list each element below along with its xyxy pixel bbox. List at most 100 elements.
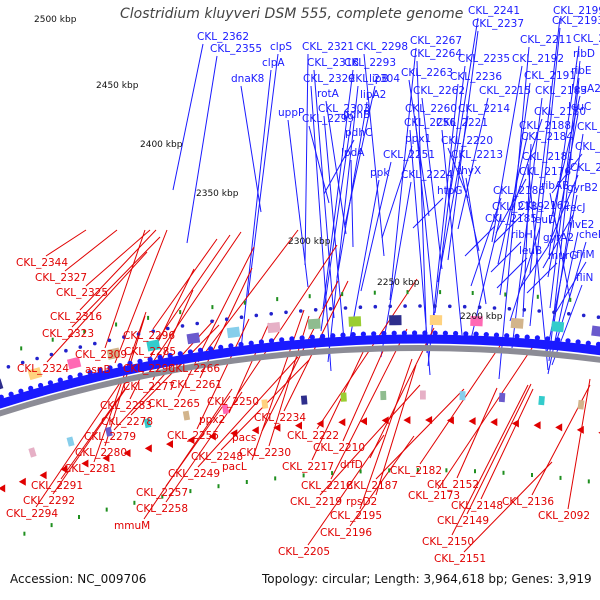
- reverse-gene-label[interactable]: CKL_2219: [290, 496, 342, 508]
- forward-gene-label[interactable]: fliM: [576, 249, 595, 261]
- forward-gene-label[interactable]: ilvE2: [569, 219, 594, 231]
- forward-gene-label[interactable]: leuC: [568, 101, 591, 113]
- forward-gene-label[interactable]: pdhB: [343, 109, 370, 121]
- forward-gene-label[interactable]: CKL_2211: [520, 34, 572, 46]
- reverse-gene-label[interactable]: CKL_2249: [168, 468, 220, 480]
- reverse-gene-label[interactable]: pacs: [232, 432, 256, 444]
- reverse-gene-label[interactable]: CKL_2261: [170, 379, 222, 391]
- forward-gene-label[interactable]: CKL_2192: [512, 53, 564, 65]
- forward-gene-label[interactable]: CKL_2176: [519, 166, 571, 178]
- reverse-gene-label[interactable]: CKL_2149: [437, 515, 489, 527]
- reverse-gene-label[interactable]: CKL_2294: [6, 508, 58, 520]
- reverse-gene-label[interactable]: CKL_2222: [287, 430, 339, 442]
- forward-gene-label[interactable]: CKL_2224: [401, 169, 453, 181]
- forward-gene-label[interactable]: CKL_2221: [436, 117, 488, 129]
- reverse-gene-label[interactable]: CKL_2327: [35, 272, 87, 284]
- forward-gene-label[interactable]: CKL_2153: [575, 141, 600, 153]
- forward-gene-label[interactable]: CKL_2189: [492, 201, 544, 213]
- forward-gene-label[interactable]: leuB: [519, 245, 542, 257]
- reverse-gene-label[interactable]: asnB: [85, 364, 111, 376]
- forward-gene-label[interactable]: CKL_2185: [485, 213, 537, 225]
- forward-gene-label[interactable]: uppP: [278, 107, 304, 119]
- forward-gene-label[interactable]: CKL_2199: [553, 5, 600, 17]
- forward-gene-label[interactable]: CKL_2235: [458, 53, 510, 65]
- forward-gene-label[interactable]: CKL_2260: [405, 103, 457, 115]
- reverse-gene-label[interactable]: CKL_2182: [390, 465, 442, 477]
- forward-gene-label[interactable]: CKL_2174: [573, 33, 600, 45]
- reverse-gene-label[interactable]: CKL_2150: [422, 536, 474, 548]
- reverse-gene-label[interactable]: CKL_2291: [31, 480, 83, 492]
- reverse-gene-label[interactable]: CKL_2230: [239, 447, 291, 459]
- reverse-gene-label[interactable]: pacL: [222, 461, 247, 473]
- forward-gene-label[interactable]: CKL_2213: [451, 149, 503, 161]
- forward-gene-label[interactable]: CKL_2298: [356, 41, 408, 53]
- reverse-gene-label[interactable]: rpsD2: [346, 496, 377, 508]
- forward-gene-label[interactable]: CKL_2236: [450, 71, 502, 83]
- forward-gene-label[interactable]: pdhC: [345, 127, 372, 139]
- forward-gene-label[interactable]: CKL_2263: [401, 67, 453, 79]
- forward-gene-label[interactable]: htpG: [437, 185, 463, 197]
- forward-gene-label[interactable]: CKL_2329: [303, 73, 355, 85]
- forward-gene-label[interactable]: clpA: [262, 57, 285, 69]
- forward-gene-label[interactable]: CKL_2220: [441, 135, 493, 147]
- reverse-gene-label[interactable]: CKL_2148: [451, 500, 503, 512]
- forward-gene-label[interactable]: ribAB: [541, 180, 569, 192]
- forward-gene-label[interactable]: CKL_2237: [472, 18, 524, 30]
- reverse-gene-label[interactable]: ppx2: [199, 414, 225, 426]
- reverse-gene-label[interactable]: CKL_2195: [330, 510, 382, 522]
- reverse-gene-label[interactable]: CKL_2324: [17, 363, 69, 375]
- forward-gene-label[interactable]: CKL_2180: [534, 106, 586, 118]
- forward-gene-label[interactable]: ppk: [370, 167, 390, 179]
- forward-gene-label[interactable]: ribH: [511, 229, 533, 241]
- reverse-gene-label[interactable]: CKL_2296: [123, 330, 175, 342]
- reverse-gene-label[interactable]: CKL_2265: [148, 398, 200, 410]
- reverse-gene-label[interactable]: CKL_2283: [100, 400, 152, 412]
- reverse-gene-label[interactable]: mmuM: [114, 520, 150, 532]
- reverse-gene-label[interactable]: CKL_2285: [124, 346, 176, 358]
- forward-gene-label[interactable]: ribD: [573, 48, 595, 60]
- forward-gene-label[interactable]: CKL_2191: [524, 70, 576, 82]
- reverse-gene-label[interactable]: CKL_2136: [502, 496, 554, 508]
- reverse-gene-label[interactable]: CKL_2205: [278, 546, 330, 558]
- reverse-gene-label[interactable]: CKL_2281: [64, 463, 116, 475]
- reverse-gene-label[interactable]: CKL_2217: [282, 461, 334, 473]
- forward-gene-label[interactable]: CKL_2321: [302, 41, 354, 53]
- reverse-gene-label[interactable]: CKL_2234: [254, 412, 306, 424]
- forward-gene-label[interactable]: CKL_2362: [197, 31, 249, 43]
- forward-gene-label[interactable]: CKL_2251: [383, 149, 435, 161]
- reverse-gene-label[interactable]: CKL_2280: [75, 447, 127, 459]
- reverse-gene-label[interactable]: CKL_2309: [75, 349, 127, 361]
- reverse-gene-label[interactable]: CKL_2248: [191, 451, 243, 463]
- forward-gene-label[interactable]: CKL_2267: [410, 35, 462, 47]
- reverse-gene-label[interactable]: CKL_2092: [538, 510, 590, 522]
- forward-gene-label[interactable]: CKL_2214: [458, 103, 510, 115]
- forward-gene-label[interactable]: CKL_2304: [348, 73, 400, 85]
- forward-gene-label[interactable]: CKL_2215: [479, 85, 531, 97]
- reverse-gene-label[interactable]: CKL_2292: [23, 495, 75, 507]
- forward-gene-label[interactable]: CKL_2256: [404, 117, 456, 129]
- reverse-gene-label[interactable]: CKL_2196: [320, 527, 372, 539]
- forward-gene-label[interactable]: CKL_2162: [518, 200, 570, 212]
- reverse-gene-label[interactable]: CKL_2278: [101, 416, 153, 428]
- forward-gene-label[interactable]: leuD: [532, 214, 556, 226]
- forward-gene-label[interactable]: CKL_2293: [344, 57, 396, 69]
- forward-gene-label[interactable]: lipB: [369, 73, 389, 85]
- reverse-gene-label[interactable]: CKL_2344: [16, 257, 68, 269]
- forward-gene-label[interactable]: CKL_2318: [307, 57, 359, 69]
- forward-gene-label[interactable]: lpdA: [341, 147, 365, 159]
- forward-gene-label[interactable]: murG: [548, 250, 577, 262]
- reverse-gene-label[interactable]: CKL_2266: [168, 363, 220, 375]
- forward-gene-label[interactable]: CKL_2241: [468, 5, 520, 17]
- forward-gene-label[interactable]: CKL_2299: [302, 113, 354, 125]
- reverse-gene-label[interactable]: CKL_2290: [123, 363, 175, 375]
- reverse-gene-label[interactable]: CKL_2279: [84, 431, 136, 443]
- forward-gene-label[interactable]: CKL_2184: [521, 131, 573, 143]
- reverse-gene-label[interactable]: CKL_2257: [136, 487, 188, 499]
- forward-gene-label[interactable]: gyrB2: [567, 182, 598, 194]
- reverse-gene-label[interactable]: CKL_2218: [301, 480, 353, 492]
- reverse-gene-label[interactable]: CKL_2277: [123, 381, 175, 393]
- reverse-gene-label[interactable]: CKL_2250: [207, 396, 259, 408]
- forward-gene-label[interactable]: ribE: [571, 65, 592, 77]
- forward-gene-label[interactable]: CKL_2145: [570, 162, 600, 174]
